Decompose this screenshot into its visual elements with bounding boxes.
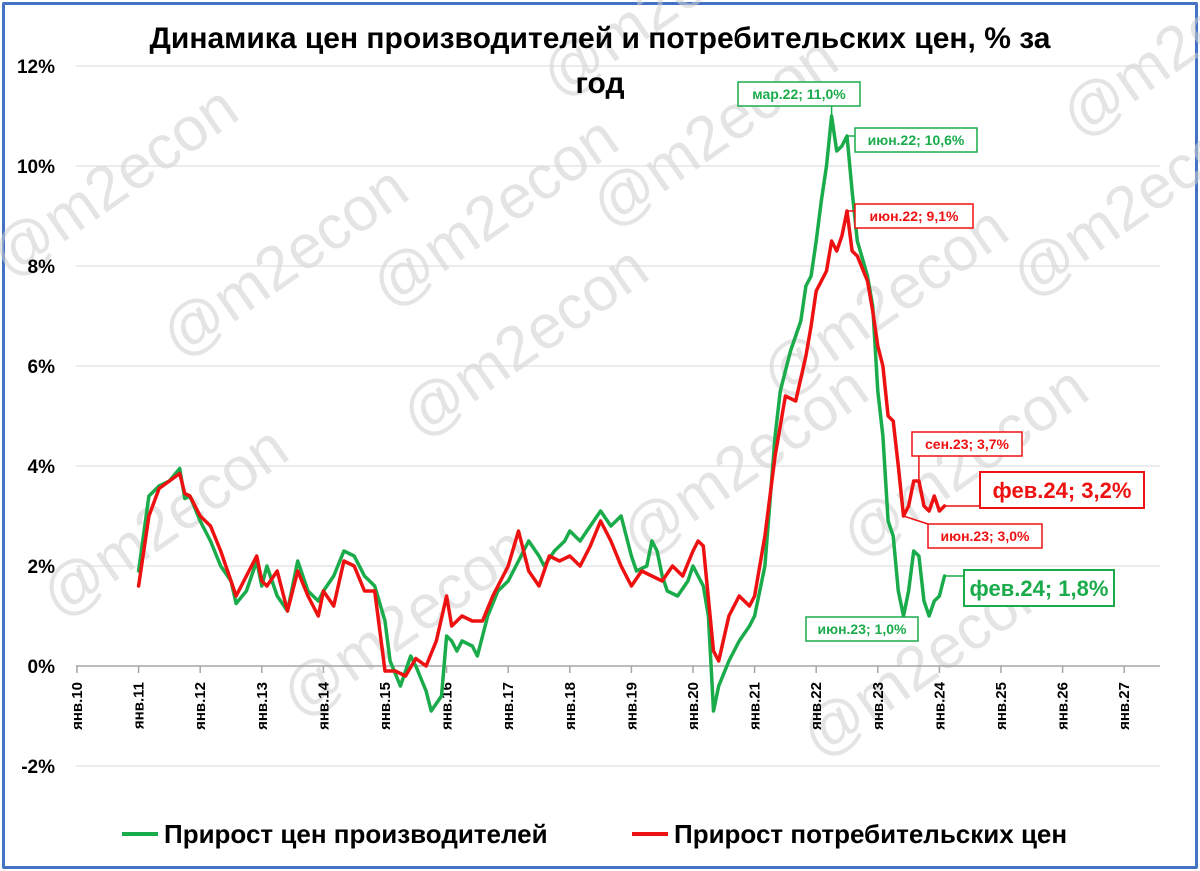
watermark-7: @m2econ [608,352,880,571]
series-line-consumer [136,209,947,678]
annotation-label: июн.22; 10,6% [847,127,978,153]
x-tick-label: янв.10 [69,682,86,730]
annotation-label: июн.23; 3,0% [903,515,1043,549]
annotation-text: фев.24; 1,8% [970,576,1109,601]
annotation-label: фев.24; 3,2% [944,471,1145,509]
y-tick-label: 6% [28,357,56,378]
annotation-text: фев.24; 3,2% [993,478,1132,503]
annotation-label: сен.23; 3,7% [911,431,1023,481]
annotation-box [979,471,1145,509]
x-tick-label: янв.23 [870,682,887,730]
x-tick-label: янв.26 [1055,682,1072,730]
x-tick-label: янв.17 [500,682,517,730]
y-tick-label: 0% [28,657,56,678]
y-tick-label: 8% [28,257,56,278]
y-tick-label: 4% [28,457,56,478]
x-tick-label: янв.22 [808,682,825,730]
annotation-leader [903,515,929,525]
y-axis: -2% 0% 2% 4% 6% 8% 10% 12% [17,57,55,778]
x-tick-label: янв.19 [623,682,640,730]
annotation-label: фев.24; 1,8% [944,569,1115,607]
x-tick-label: янв.18 [562,682,579,730]
annotations: мар.22; 11,0% июн.22; 10,6% июн.22; 9,1% се… [737,81,1145,642]
series-line-producer [136,114,947,713]
annotation-label: июн.23; 1,0% [805,616,919,642]
annotation-label: июн.22; 9,1% [847,203,974,229]
annotation-box [963,569,1115,607]
y-tick-label: -2% [21,757,55,778]
x-tick-label: янв.20 [685,682,702,730]
x-tick-label: янв.15 [377,682,394,730]
annotation-box [927,523,1043,549]
x-tick-label: янв.12 [192,682,209,730]
x-axis: янв.10 янв.11 янв.12 янв.13 янв.14 янв.15 янв.… [69,666,1133,730]
annotation-text: мар.22; 11,0% [752,86,846,102]
annotation-text: сен.23; 3,7% [925,436,1010,452]
annotation-box [737,81,861,107]
legend-label: Прирост цен производителей [164,819,548,849]
watermark-layer: @m2econ@m2econ@m2econ@m2econ@m2econ @m2ec… [0,0,1200,771]
annotation-box [911,431,1023,457]
annotation-label: мар.22; 11,0% [737,81,861,116]
gridlines [76,65,1160,767]
y-tick-label: 10% [17,157,55,178]
x-tick-label: янв.13 [254,682,271,730]
annotation-text: июн.22; 10,6% [868,132,965,148]
annotation-text: июн.22; 9,1% [870,208,959,224]
x-tick-label: янв.27 [1116,682,1133,730]
legend: Прирост цен производителей Прирост потреб… [122,819,1067,849]
annotation-box [854,203,974,229]
annotation-text: июн.23; 1,0% [818,621,907,637]
y-tick-label: 12% [17,57,55,78]
x-tick-label: янв.25 [993,682,1010,730]
chart-title: Динамика цен производителей и потребител… [150,22,1051,55]
watermark-8: @m2econ [28,412,300,631]
legend-label: Прирост потребительских цен [674,819,1067,849]
x-tick-label: янв.24 [931,681,948,730]
x-tick-label: янв.11 [131,682,148,729]
annotation-text: июн.23; 3,0% [941,528,1030,544]
chart-title-line2: год [575,67,624,100]
annotation-box [854,127,978,153]
y-tick-label: 2% [28,557,56,578]
x-tick-label: янв.14 [315,681,332,730]
series-lines [136,114,947,713]
annotation-box [805,616,919,642]
x-tick-label: янв.21 [747,682,764,730]
